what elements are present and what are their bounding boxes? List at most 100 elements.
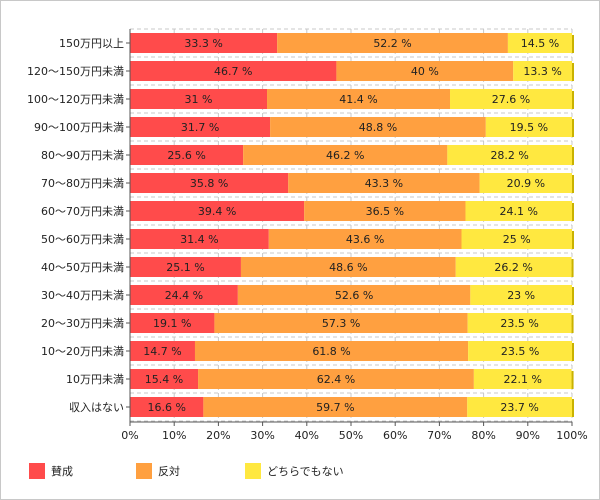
bar-value-label: 31.4 % <box>180 233 218 246</box>
x-tick-label: 60% <box>383 429 407 442</box>
bar-value-label: 13.3 % <box>523 65 561 78</box>
bar-segment <box>130 89 268 109</box>
bar-segment <box>130 341 195 361</box>
bar-segment <box>130 369 199 389</box>
bar-value-label: 23.5 % <box>500 317 538 330</box>
bar-segment <box>455 257 572 277</box>
legend-swatch-agree <box>29 463 45 479</box>
bar-end-shade <box>572 175 574 193</box>
x-tick-label: 70% <box>427 429 451 442</box>
bar-segment <box>447 145 572 165</box>
bar-value-label: 25.1 % <box>166 261 204 274</box>
bar-value-label: 41.4 % <box>339 93 377 106</box>
bar-value-label: 52.6 % <box>335 289 373 302</box>
bar-value-label: 33.3 % <box>184 37 222 50</box>
legend-swatch-oppose <box>136 463 152 479</box>
category-label: 70～80万円未満 <box>41 177 124 190</box>
category-label: 100～120万円未満 <box>27 93 124 106</box>
bar-segment <box>130 145 244 165</box>
bar-segment <box>507 33 572 53</box>
bar-value-label: 39.4 % <box>198 205 236 218</box>
bar-value-label: 46.2 % <box>326 149 364 162</box>
bar-value-label: 31.7 % <box>181 121 219 134</box>
legend-item-agree: 賛成 <box>29 463 73 479</box>
bar-end-shade <box>572 91 574 109</box>
bar-segment <box>203 397 468 417</box>
bar-segment <box>270 117 486 137</box>
bar-value-label: 52.2 % <box>373 37 411 50</box>
bar-end-shade <box>572 287 574 305</box>
bar-segment <box>467 313 572 333</box>
bar-segment <box>240 257 456 277</box>
bar-segment <box>130 313 215 333</box>
bar-segment <box>130 229 269 249</box>
bar-end-shade <box>571 259 574 277</box>
bar-segment <box>198 369 474 389</box>
bar-end-shade <box>571 371 574 389</box>
legend-label-agree: 賛成 <box>51 465 73 478</box>
category-label: 10～20万円未満 <box>41 345 124 358</box>
bar-segment <box>130 173 289 193</box>
bar-segment <box>268 229 462 249</box>
bar-segment <box>130 117 271 137</box>
bar-segment <box>336 61 514 81</box>
legend-item-neutral: どちらでもない <box>245 463 344 479</box>
bar-segment <box>479 173 572 193</box>
bar-value-label: 57.3 % <box>322 317 360 330</box>
bar-value-label: 24.4 % <box>165 289 203 302</box>
bar-segment <box>485 117 572 137</box>
bar-segment <box>130 285 238 305</box>
bar-segment <box>468 341 572 361</box>
bar-segment <box>450 89 572 109</box>
bar-segment <box>288 173 480 193</box>
bar-end-shade <box>572 231 574 249</box>
x-tick-label: 10% <box>162 429 186 442</box>
category-label: 収入はない <box>69 401 124 414</box>
x-tick-label: 50% <box>339 429 363 442</box>
stacked-bar-chart: 33.3 % 52.2 % 14.5 % 150万円以上 46.7 % 40 % 13.3 … <box>27 28 588 442</box>
x-tick-label: 100% <box>556 429 587 442</box>
bar-segment <box>130 33 278 53</box>
bar-segment <box>130 257 241 277</box>
bar-segment <box>130 397 204 417</box>
bar-segment <box>304 201 466 221</box>
x-tick-label: 80% <box>471 429 495 442</box>
bar-value-label: 28.2 % <box>490 149 528 162</box>
category-label: 90～100万円未満 <box>34 121 124 134</box>
bar-end-shade <box>572 63 574 81</box>
bar-segment <box>513 61 572 81</box>
category-label: 10万円未満 <box>66 373 124 386</box>
bar-segment <box>237 285 471 305</box>
bar-end-shade <box>572 147 574 165</box>
bar-value-label: 14.5 % <box>521 37 559 50</box>
bar-value-label: 40 % <box>411 65 439 78</box>
bar-value-label: 46.7 % <box>214 65 252 78</box>
bar-end-shade <box>572 343 574 361</box>
bar-segment <box>465 201 572 221</box>
x-tick-label: 20% <box>206 429 230 442</box>
x-tick-label: 0% <box>121 429 138 442</box>
bar-value-label: 61.8 % <box>312 345 350 358</box>
bar-end-shade <box>572 119 574 137</box>
legend-swatch-neutral <box>245 463 261 479</box>
x-tick-label: 90% <box>516 429 540 442</box>
category-label: 80～90万円未満 <box>41 149 124 162</box>
bar-end-shade <box>572 399 574 417</box>
x-tick-label: 40% <box>295 429 319 442</box>
x-tick-label: 30% <box>250 429 274 442</box>
legend-item-oppose: 反対 <box>136 463 180 479</box>
bar-segment <box>214 313 468 333</box>
category-label: 60～70万円未満 <box>41 205 124 218</box>
bar-value-label: 23 % <box>507 289 535 302</box>
category-label: 120～150万円未満 <box>27 65 124 78</box>
bar-segment <box>467 397 572 417</box>
legend-label-oppose: 反対 <box>158 465 180 478</box>
bar-end-shade <box>572 203 574 221</box>
bar-value-label: 16.6 % <box>147 401 185 414</box>
bar-value-label: 35.8 % <box>190 177 228 190</box>
bar-value-label: 14.7 % <box>143 345 181 358</box>
legend-label-neutral: どちらでもない <box>267 465 344 478</box>
bar-segment <box>130 201 305 221</box>
bar-value-label: 20.9 % <box>507 177 545 190</box>
